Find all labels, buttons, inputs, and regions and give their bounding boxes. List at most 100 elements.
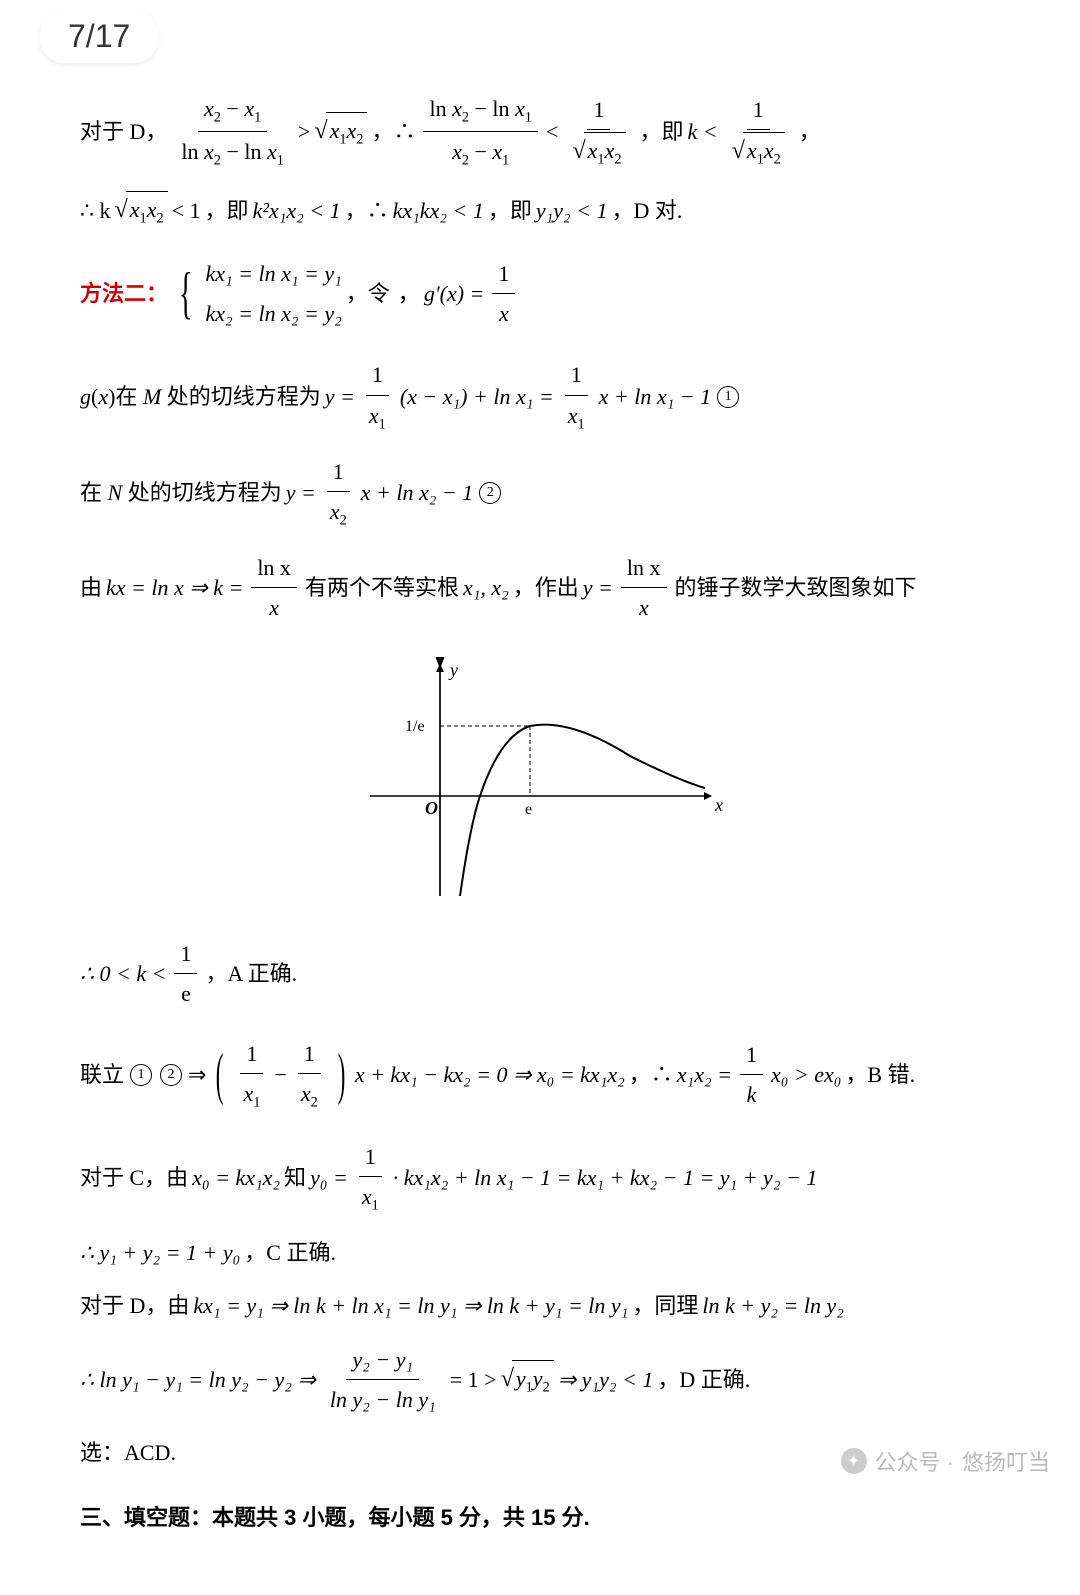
text: 对于 D，由 xyxy=(80,1288,189,1323)
text: − xyxy=(274,1057,286,1092)
fraction: 1 x1x2 xyxy=(566,92,631,171)
expr: (x − x₁) + ln x₁ = xyxy=(400,379,554,414)
expr: kx₁kx₂ < 1 xyxy=(393,193,484,228)
circled-2: 2 xyxy=(160,1064,182,1086)
fraction: 1 x2 xyxy=(295,1036,324,1114)
page-counter: 7/17 xyxy=(40,10,158,63)
expr: y = xyxy=(583,570,613,605)
text: 对于 D， xyxy=(80,114,167,149)
text: ⇒ xyxy=(188,1057,206,1092)
expr: ∴ y₁ + y₂ = 1 + y₀ xyxy=(80,1235,240,1270)
text: ，∴ xyxy=(371,114,415,149)
fraction: 1 x1 xyxy=(363,357,392,435)
fraction: 1 x xyxy=(492,256,515,331)
expr: x + kx₁ − kx₂ = 0 ⇒ x₀ = kx₁x₂ xyxy=(355,1057,625,1092)
text: ，A 正确. xyxy=(205,956,297,991)
circled-2: 2 xyxy=(479,482,501,504)
math-line: 联立 1 2 ⇒ ( 1 x1 − 1 x2 ) x + kx₁ − kx₂ =… xyxy=(80,1029,1000,1121)
expr: y₀ = xyxy=(310,1160,348,1195)
fraction: ln x x xyxy=(621,550,667,625)
expr: · kx₁x₂ + ln x₁ − 1 = kx₁ + kx₂ − 1 = y₁… xyxy=(393,1160,818,1195)
eq: kx₁ = ln x₁ = y₁ xyxy=(205,256,341,291)
sqrt: y1y2 xyxy=(501,1360,554,1399)
op: < xyxy=(546,114,558,149)
circled-1: 1 xyxy=(130,1064,152,1086)
circled-1: 1 xyxy=(717,386,739,408)
expr: ∴ 0 < k < xyxy=(80,956,166,991)
origin-label: O xyxy=(425,798,438,818)
text: 对于 C，由 xyxy=(80,1160,188,1195)
x-axis-label: x xyxy=(714,795,723,815)
wechat-icon: ✦ xyxy=(841,1448,867,1474)
math-line: 方法二： kx₁ = ln x₁ = y₁ kx₂ = ln x₂ = y₂ ，… xyxy=(80,248,1000,340)
fraction: ln x x xyxy=(251,550,297,625)
expr: x₁, x₂ xyxy=(463,570,509,605)
sqrt: x1x2 xyxy=(115,191,168,230)
math-line: 对于 D， x2 − x1 ln x2 − ln x1 > x1x2 ，∴ ln… xyxy=(80,91,1000,173)
text: ，即 xyxy=(488,193,532,228)
expr: y₁y₂ < 1 xyxy=(536,193,608,228)
expr: g′(x) = xyxy=(424,276,485,311)
expr: y = xyxy=(286,475,316,510)
sqrt: x1x2 xyxy=(314,112,367,151)
document-body: 对于 D， x2 − x1 ln x2 − ln x1 > x1x2 ，∴ ln… xyxy=(0,63,1080,1595)
paren: ( xyxy=(216,1029,224,1121)
math-line: ∴ ln y₁ − y₁ = ln y₂ − y₂ ⇒ y₂ − y₁ ln y… xyxy=(80,1342,1000,1417)
watermark-prefix: 公众号 · xyxy=(875,1445,954,1477)
expr: y = xyxy=(325,379,355,414)
expr: kx = ln x ⇒ k = xyxy=(106,570,243,605)
text: ，B 错. xyxy=(845,1057,915,1092)
fraction: 1 k xyxy=(740,1037,763,1112)
section-title: 三、填空题：本题共 3 小题，每小题 5 分，共 15 分. xyxy=(80,1500,1000,1535)
math-line: 对于 C，由 x₀ = kx₁x₂ 知 y₀ = 1 x1 · kx₁x₂ + … xyxy=(80,1139,1000,1217)
fraction: y₂ − y₁ ln y₂ − ln y₁ xyxy=(324,1342,442,1417)
math-line: ∴ k x1x2 < 1 ，即 k²x₁x₂ < 1 ，∴ kx₁kx₂ < 1… xyxy=(80,191,1000,230)
y-axis-label: y xyxy=(448,660,458,680)
text: 由 xyxy=(80,570,102,605)
text: ，∴ xyxy=(629,1057,673,1092)
text: ∴ k xyxy=(80,193,111,228)
function-graph: y x O e 1/e xyxy=(80,646,1000,916)
text: 有两个不等实根 xyxy=(305,570,459,605)
fraction: 1 x2 xyxy=(324,454,353,532)
var: k < xyxy=(688,114,718,149)
fraction: 1 e xyxy=(174,936,197,1011)
text: ，同理 xyxy=(632,1288,698,1323)
fraction: 1 x1 xyxy=(562,357,591,435)
expr: kx₁ = y₁ ⇒ ln k + ln x₁ = ln y₁ ⇒ ln k +… xyxy=(193,1288,628,1323)
expr: x + ln x₂ − 1 xyxy=(361,475,473,510)
fraction: ln x2 − ln x1 x2 − x1 xyxy=(423,91,538,173)
expr: ∴ ln y₁ − y₁ = ln y₂ − y₂ ⇒ xyxy=(80,1362,316,1397)
text: ，D 对. xyxy=(612,193,683,228)
expr: ⇒ y₁y₂ < 1 xyxy=(558,1362,654,1397)
fraction: 1 x1 xyxy=(238,1036,267,1114)
text: ， xyxy=(799,114,821,149)
expr: x₀ = kx₁x₂ xyxy=(192,1160,280,1195)
expr: x + ln x₁ − 1 xyxy=(599,379,711,414)
text: 知 xyxy=(284,1160,306,1195)
text: ，即 xyxy=(205,193,249,228)
expr: = 1 > xyxy=(450,1362,497,1397)
expr: k²x₁x₂ < 1 xyxy=(253,193,341,228)
text: ，令 xyxy=(346,276,390,311)
fraction: 1 x1 xyxy=(356,1139,385,1217)
expr: ln k + y₂ = ln y₂ xyxy=(702,1288,844,1323)
math-line: ∴ 0 < k < 1 e ，A 正确. xyxy=(80,936,1000,1011)
math-line: 对于 D，由 kx₁ = y₁ ⇒ ln k + ln x₁ = ln y₁ ⇒… xyxy=(80,1288,1000,1323)
math-line: 在 N 处的切线方程为 y = 1 x2 x + ln x₂ − 1 2 xyxy=(80,454,1000,532)
brace-system: kx₁ = ln x₁ = y₁ kx₂ = ln x₂ = y₂ xyxy=(172,248,342,340)
watermark-name: 悠扬叮当 xyxy=(962,1445,1050,1477)
text: ，D 正确. xyxy=(657,1362,750,1397)
e-label: e xyxy=(525,801,532,818)
watermark: ✦ 公众号 · 悠扬叮当 xyxy=(841,1445,1050,1477)
graph-svg: y x O e 1/e xyxy=(350,646,730,906)
math-line: g(x)g(x) 在 M 处的切线方程为在 M 处的切线方程为 y = 1 x1… xyxy=(80,357,1000,435)
text: ，作出 xyxy=(513,570,579,605)
answer: 选：ACD. xyxy=(80,1435,176,1470)
paren: ) xyxy=(337,1029,345,1121)
text: 在 N 处的切线方程为 xyxy=(80,475,282,510)
method-label: 方法二： xyxy=(80,276,168,311)
op: > xyxy=(298,114,310,149)
math-line: ∴ y₁ + y₂ = 1 + y₀ ，C 正确. xyxy=(80,1235,1000,1270)
fraction: 1 x1x2 xyxy=(726,92,791,171)
